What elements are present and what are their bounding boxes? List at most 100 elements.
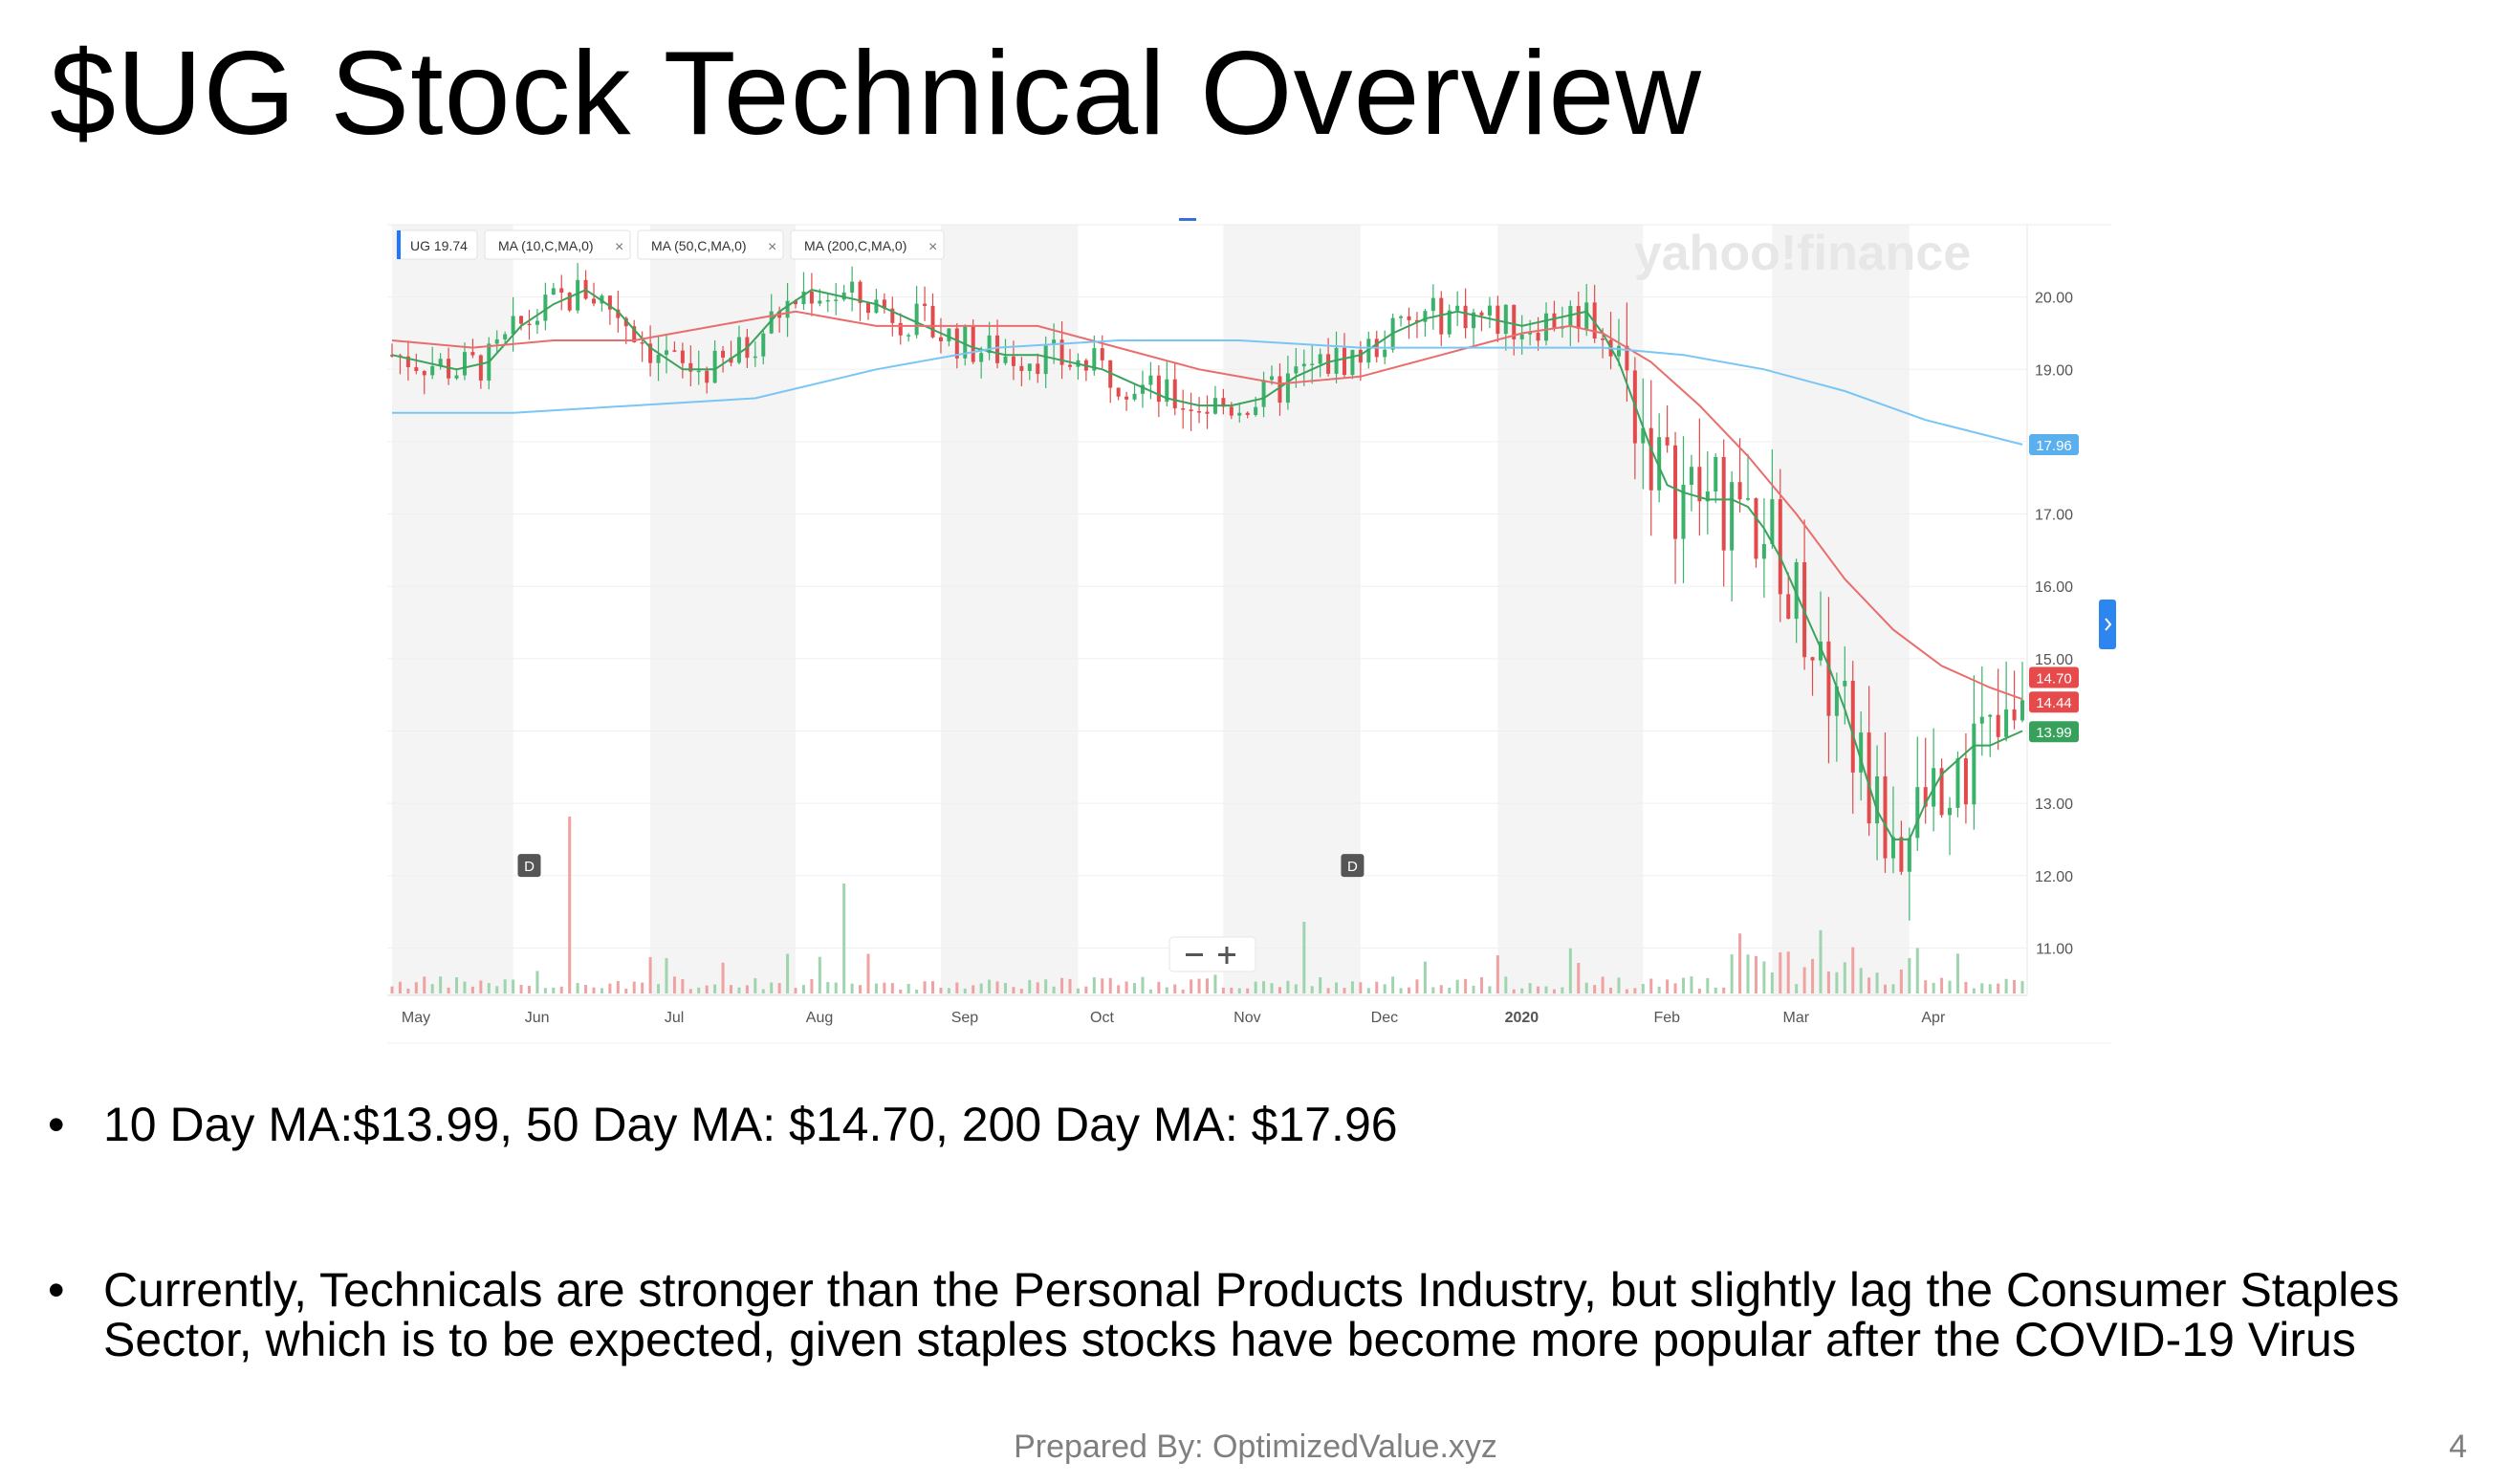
volume-bar: [1802, 967, 1806, 993]
volume-bar: [1899, 969, 1903, 993]
bullet-dot: •: [48, 1263, 65, 1317]
volume-bar: [1997, 983, 2000, 993]
volume-bar: [1843, 962, 1846, 993]
volume-bar: [1738, 933, 1742, 993]
candle-body: [721, 350, 726, 358]
volume-bar: [1302, 922, 1306, 993]
candle-body: [1503, 304, 1508, 335]
candle-body: [1254, 406, 1258, 416]
volume-bar: [2020, 981, 2024, 993]
candle-body: [1439, 297, 1444, 335]
volume-bar: [1221, 987, 1225, 993]
candle-body: [1326, 354, 1331, 374]
volume-bar: [1455, 979, 1459, 993]
volume-bar: [1746, 954, 1750, 993]
candle-body: [1342, 347, 1346, 376]
bullet-text-ma: 10 Day MA:$13.99, 50 Day MA: $14.70, 200…: [103, 1098, 1398, 1151]
volume-bar: [713, 984, 717, 993]
y-tick-label: 12.00: [2035, 869, 2073, 885]
legend-chip-label: UG 19.74: [410, 238, 468, 253]
candle-body: [470, 352, 475, 356]
volume-bar: [923, 981, 927, 993]
candle-body: [1052, 339, 1057, 345]
volume-bar: [988, 979, 992, 993]
candle-body: [454, 375, 459, 379]
candle-body: [705, 370, 710, 383]
volume-bar: [1504, 976, 1508, 993]
candle-body: [995, 335, 1000, 363]
volume-bar: [1496, 955, 1499, 993]
y-tick-label: 15.00: [2035, 652, 2073, 668]
volume-bar: [1254, 981, 1257, 993]
candle-body: [607, 295, 612, 310]
volume-bar: [1722, 987, 1726, 993]
volume-bar: [1335, 982, 1339, 993]
candle-body: [1189, 409, 1193, 412]
candle-body: [680, 350, 685, 363]
candle-body: [462, 352, 467, 376]
volume-bar: [1350, 981, 1354, 993]
volume-bar: [1593, 985, 1597, 993]
candle-body: [535, 320, 539, 325]
volume-bar: [1859, 968, 1863, 993]
candle-body: [1625, 345, 1629, 371]
candle-body: [753, 356, 757, 359]
candle-body: [527, 323, 532, 326]
volume-bar: [794, 988, 797, 993]
candle-body: [1576, 306, 1581, 329]
candle-body: [511, 316, 515, 335]
volume-bar: [1884, 984, 1888, 993]
volume-bar: [1786, 951, 1790, 993]
candle-body: [850, 281, 855, 293]
volume-bar: [681, 979, 685, 993]
candle-body: [1859, 732, 1864, 773]
candle-body: [640, 341, 644, 344]
volume-bar: [543, 988, 547, 993]
volume-bar: [414, 982, 418, 993]
volume-bar: [890, 983, 894, 993]
volume-bar: [1811, 958, 1815, 993]
candle-body: [1761, 544, 1766, 559]
volume-bar: [1584, 982, 1588, 993]
candle-body: [1221, 398, 1226, 407]
dividend-marker: [517, 854, 541, 878]
candle-body: [1261, 380, 1266, 407]
volume-bar: [648, 956, 652, 993]
candle-body: [882, 299, 886, 309]
candle-body: [979, 353, 984, 362]
volume-bar: [705, 985, 709, 993]
x-tick-label: Aug: [806, 1010, 833, 1026]
volume-bar: [1423, 961, 1427, 993]
legend-chip-close-icon: ×: [928, 239, 937, 255]
volume-bar: [1657, 986, 1661, 993]
candle-body: [551, 288, 556, 295]
candle-body: [1003, 356, 1008, 363]
x-tick-label: Jun: [525, 1010, 550, 1026]
candle-body: [494, 338, 499, 344]
volume-bar: [430, 984, 434, 993]
candle-body: [1890, 837, 1895, 859]
volume-bar: [1141, 976, 1145, 993]
volume-bar: [730, 985, 733, 993]
candle-body: [1721, 456, 1726, 551]
candle-body: [1463, 305, 1468, 329]
candle-body: [785, 300, 790, 318]
volume-bar: [519, 984, 523, 993]
candle-body: [1301, 363, 1306, 367]
candle-body: [1285, 373, 1290, 404]
last-value-badge: [2029, 721, 2079, 743]
volume-bar: [576, 983, 579, 993]
legend-chip-accent: [397, 230, 401, 259]
volume-bar: [439, 976, 443, 993]
candle-body: [1770, 499, 1775, 545]
candle-body: [1584, 302, 1589, 329]
candle-body: [1544, 313, 1549, 341]
month-band: [940, 225, 1079, 995]
series-line-ma10: [391, 288, 2023, 840]
volume-bar: [527, 985, 531, 993]
volume-bar: [1230, 987, 1234, 993]
volume-bar: [1472, 985, 1475, 993]
volume-bar: [641, 982, 644, 993]
volume-bar: [1148, 989, 1152, 993]
candle-body: [1697, 467, 1702, 502]
